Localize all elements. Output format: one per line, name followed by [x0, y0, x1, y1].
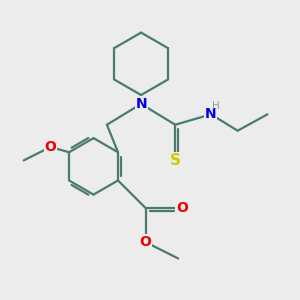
Text: O: O	[44, 140, 56, 154]
Text: N: N	[205, 107, 217, 121]
Text: N: N	[135, 97, 147, 111]
Text: S: S	[170, 153, 181, 168]
Text: O: O	[176, 201, 188, 215]
Text: O: O	[140, 235, 152, 249]
Text: H: H	[212, 101, 220, 111]
